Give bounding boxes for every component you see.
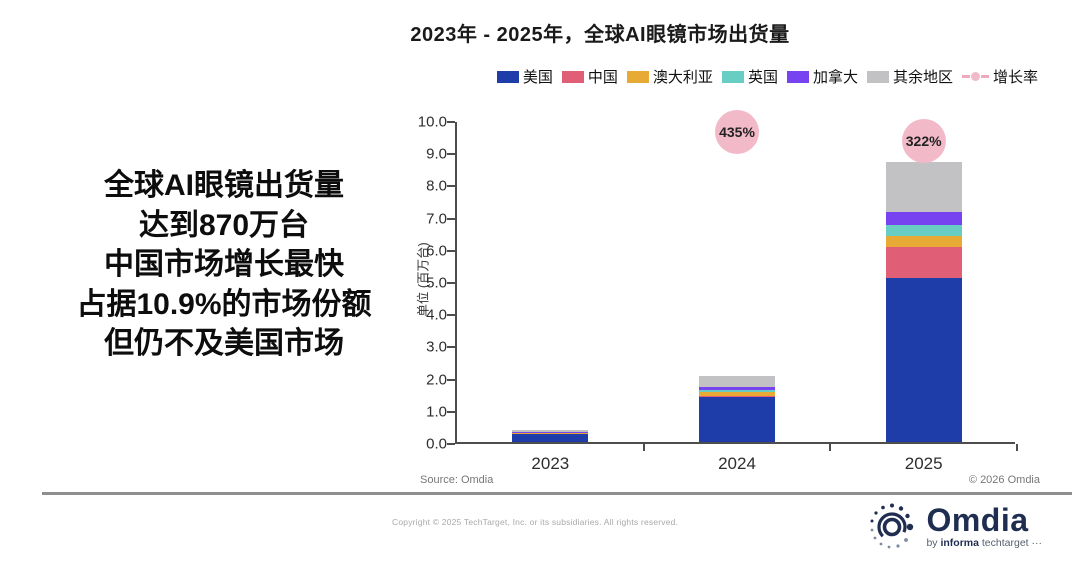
- y-tick-label: 8.0: [426, 177, 447, 195]
- key-takeaway-text: 全球AI眼镜出货量 达到870万台 中国市场增长最快 占据10.9%的市场份额 但仍不及…: [28, 166, 420, 364]
- omdia-logo: Omdia by informa techtarget ···: [866, 500, 1042, 552]
- x-tick-mark: [642, 444, 645, 451]
- bar-segment-美国: [885, 277, 962, 442]
- legend-item-其余地区: 其余地区: [866, 66, 953, 87]
- plot-area: 0.0 1.0 2.0 3.0 4.0 5.0 6.0 7.0 8.0 9.0 10.0 2023 20…: [418, 109, 1018, 473]
- y-tick-label: 2.0: [426, 371, 447, 389]
- y-tick-mark: [447, 410, 455, 413]
- legend-swatch: [496, 70, 519, 83]
- dot: [970, 72, 980, 81]
- y-tick-mark: [447, 346, 455, 349]
- legend-item-美国: 美国: [496, 66, 553, 87]
- y-tick-mark: [447, 443, 455, 445]
- key-takeaway-line: 中国市场增长最快: [104, 248, 344, 282]
- key-takeaway-line: 全球AI眼镜出货量: [104, 169, 344, 202]
- chart-title: 2023年 - 2025年，全球AI眼镜市场出货量: [410, 24, 790, 46]
- y-tick-label: 9.0: [426, 145, 447, 163]
- omdia-logo-text: Omdia: [926, 501, 1029, 538]
- y-tick-mark: [447, 314, 455, 317]
- x-tick-label: 2023: [531, 454, 570, 473]
- bar-segment-中国: [699, 395, 775, 397]
- growth-rate-badge: 322%: [901, 119, 946, 164]
- y-tick-mark: [447, 282, 455, 284]
- legend-swatch: [866, 70, 889, 83]
- byline-suffix: techtarget ···: [978, 536, 1042, 549]
- byline-brand: informa: [940, 536, 979, 549]
- x-tick-mark: [1016, 444, 1018, 451]
- legend-item-增长率: 增长率: [961, 66, 1038, 87]
- bar-segment-英国: [885, 225, 962, 236]
- legend-label: 加拿大: [812, 69, 858, 86]
- legend-swatch: [626, 70, 649, 83]
- omdia-logo-icon: [870, 503, 914, 549]
- dash: [980, 75, 989, 78]
- bar-segment-澳大利亚: [885, 235, 962, 248]
- legend-label: 其余地区: [892, 69, 953, 86]
- legend-swatch: [786, 70, 809, 83]
- legend-item-英国: 英国: [721, 66, 778, 87]
- y-tick-label: 3.0: [426, 338, 447, 356]
- stacked-bar-2024: [699, 376, 775, 442]
- bar-segment-英国: [699, 389, 775, 393]
- legend: 美国 中国 澳大利亚 英国 加拿大 其余地区 增长率: [496, 66, 1038, 87]
- y-tick-label: 4.0: [426, 306, 447, 324]
- bar-segment-其余地区: [885, 161, 962, 212]
- dash: [961, 75, 970, 78]
- key-takeaway-line: 达到870万台: [138, 208, 310, 242]
- y-tick-mark: [447, 217, 455, 220]
- key-takeaway-line: 但仍不及美国市场: [104, 327, 344, 361]
- bar-segment-其余地区: [512, 430, 589, 433]
- stacked-bar-2025: [885, 161, 962, 442]
- legend-label: 美国: [522, 69, 553, 86]
- legend-item-中国: 中国: [561, 66, 618, 87]
- growth-rate-badge: 435%: [715, 109, 759, 154]
- legend-item-澳大利亚: 澳大利亚: [626, 66, 713, 87]
- y-tick-mark: [447, 378, 455, 381]
- bar-segment-美国: [512, 433, 589, 442]
- legend-item-加拿大: 加拿大: [786, 66, 858, 87]
- bar-segment-加拿大: [512, 432, 589, 433]
- x-tick-mark: [829, 444, 832, 451]
- bar-segment-美国: [699, 396, 775, 442]
- bar-segment-澳大利亚: [699, 392, 775, 396]
- omdia-logo-byline: by informa techtarget ···: [926, 538, 1042, 549]
- y-tick-label: 0.0: [426, 435, 447, 453]
- y-tick-mark: [447, 121, 455, 123]
- y-tick-label: 10.0: [417, 113, 447, 131]
- byline-prefix: by: [926, 536, 941, 549]
- legend-label: 中国: [587, 69, 618, 86]
- legend-swatch: [561, 70, 584, 83]
- y-tick-label: 1.0: [426, 403, 447, 421]
- footer-copyright: Copyright © 2025 TechTarget, Inc. or its…: [392, 517, 679, 527]
- bar-segment-加拿大: [699, 387, 775, 390]
- source-note: Source: Omdia: [420, 474, 494, 486]
- growth-rate-marker-icon: [961, 72, 989, 81]
- y-tick-label: 7.0: [426, 210, 447, 228]
- divider-line: [42, 492, 1072, 495]
- chart-copyright: © 2026 Omdia: [968, 474, 1040, 486]
- bar-segment-澳大利亚: [512, 433, 589, 434]
- legend-label: 增长率: [992, 69, 1038, 86]
- legend-label: 澳大利亚: [652, 69, 713, 86]
- y-tick-label: 5.0: [426, 274, 447, 292]
- bar-segment-加拿大: [885, 211, 962, 226]
- x-tick-label: 2024: [718, 454, 756, 473]
- stacked-bar-2023: [512, 430, 589, 442]
- key-takeaway-line: 占据10.9%的市场份额: [76, 287, 372, 321]
- legend-swatch: [721, 70, 744, 83]
- x-tick-label: 2025: [904, 454, 943, 473]
- y-tick-label: 6.0: [426, 242, 447, 260]
- y-tick-mark: [447, 249, 455, 252]
- y-tick-mark: [447, 185, 455, 188]
- y-tick-mark: [447, 153, 455, 156]
- bar-segment-中国: [885, 247, 962, 278]
- legend-label: 英国: [747, 69, 778, 86]
- bar-segment-其余地区: [699, 376, 775, 388]
